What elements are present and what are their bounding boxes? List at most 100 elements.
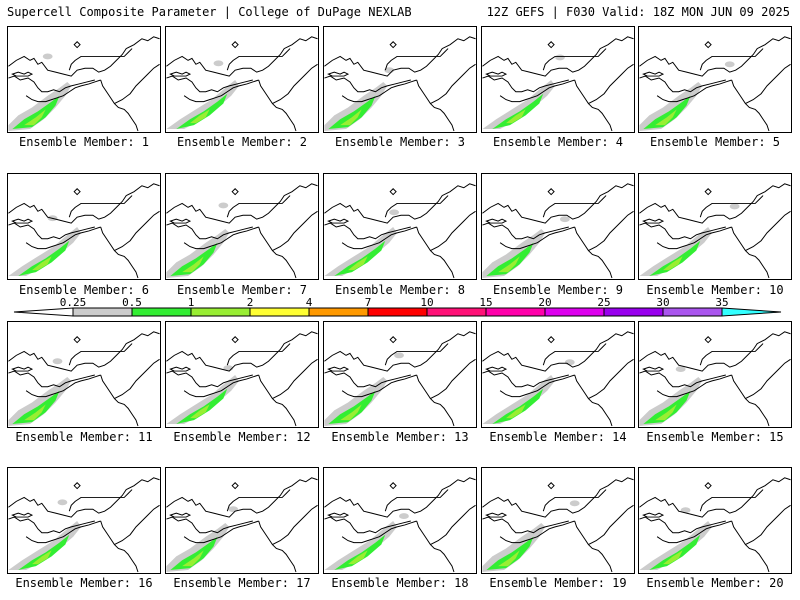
scp-shading (505, 404, 526, 419)
coastline-border (183, 520, 259, 544)
coastline-border (226, 343, 291, 366)
ensemble-map (8, 331, 160, 427)
ensemble-member-label: Ensemble Member: 5 (649, 135, 781, 149)
coastline-border (166, 75, 253, 93)
coastline-border (11, 512, 34, 518)
coastline-border (699, 489, 764, 512)
scp-shading (8, 520, 82, 571)
ensemble-map (324, 477, 476, 573)
coastline-border (430, 358, 476, 399)
scp-shading (639, 81, 703, 132)
ensemble-member-label: Ensemble Member: 16 (15, 576, 153, 590)
coastline-border (324, 516, 411, 534)
coastline-border (324, 370, 411, 388)
ensemble-map-panel (638, 26, 792, 133)
ensemble-map (639, 183, 791, 279)
coastline-border (100, 79, 139, 132)
coastline-border (324, 183, 476, 224)
page-title: Supercell Composite Parameter | College … (7, 5, 412, 19)
coastline-border (482, 516, 569, 534)
coastline-border (25, 520, 101, 544)
coastline-border (25, 374, 101, 398)
coastline-border (482, 36, 634, 77)
coastline-border (642, 71, 665, 77)
ensemble-member-label: Ensemble Member: 14 (489, 430, 627, 444)
ensemble-map-panel (638, 321, 792, 428)
legend-threshold-label: 0.5 (122, 296, 142, 309)
legend-swatch (544, 307, 605, 317)
scp-shading (675, 366, 686, 373)
coastline-border (169, 366, 192, 372)
coastline-border (25, 226, 101, 250)
ensemble-map-panel (481, 467, 635, 574)
coastline-border (258, 520, 297, 573)
lake-marker-icon (704, 336, 712, 344)
ensemble-map (639, 477, 791, 573)
ensemble-map-panel (481, 321, 635, 428)
scp-shading (482, 374, 556, 425)
scp-shading (394, 352, 404, 359)
coastline-border (499, 226, 575, 250)
ensemble-member-label: Ensemble Member: 18 (331, 576, 469, 590)
coastline-border (169, 71, 192, 77)
scp-shading (505, 109, 526, 124)
ensemble-map-panel (323, 173, 477, 280)
coastline-border (183, 374, 259, 398)
scp-shading (662, 256, 683, 271)
coastline-border (114, 358, 160, 399)
lake-marker-icon (73, 336, 81, 344)
coastline-border (327, 218, 350, 224)
coastline-border (482, 222, 569, 240)
legend-swatch (603, 307, 664, 317)
coastline-border (656, 520, 732, 544)
scp-shading (176, 93, 228, 130)
coastline-border (384, 343, 449, 366)
scp-shading (482, 79, 556, 130)
legend-swatch (131, 307, 192, 317)
scp-shading (31, 256, 52, 271)
scp-shading (213, 60, 224, 67)
coastline-border (542, 48, 607, 71)
coastline-border (588, 358, 634, 399)
lake-marker-icon (547, 188, 555, 196)
ensemble-member-label: Ensemble Member: 12 (173, 430, 311, 444)
coastline-border (183, 226, 259, 250)
coastline-border (183, 79, 259, 103)
lake-marker-icon (704, 482, 712, 490)
coastline-border (68, 48, 133, 71)
coastline-border (258, 374, 297, 427)
legend-threshold-label: 2 (247, 296, 254, 309)
scp-shading (8, 81, 72, 132)
ensemble-member-label: Ensemble Member: 8 (334, 283, 466, 297)
legend-swatch (249, 307, 310, 317)
scp-shading (482, 228, 546, 279)
legend-swatch (721, 307, 782, 317)
ensemble-map-panel (638, 173, 792, 280)
scp-shading (189, 109, 210, 124)
coastline-border (499, 79, 575, 103)
coastline-border (324, 36, 476, 77)
lake-marker-icon (389, 482, 397, 490)
coastline-border (166, 183, 318, 224)
coastline-border (588, 63, 634, 104)
scp-shading (559, 216, 570, 223)
scp-shading (328, 95, 376, 130)
ensemble-map (639, 36, 791, 132)
legend-swatch (308, 307, 369, 317)
scp-shading (57, 499, 68, 506)
legend-swatch (367, 307, 428, 317)
coastline-border (272, 504, 318, 545)
scp-shading (324, 376, 388, 427)
scp-shading (334, 240, 386, 277)
coastline-border (166, 36, 318, 77)
ensemble-map (166, 36, 318, 132)
legend-threshold-label: 10 (420, 296, 433, 309)
lake-marker-icon (704, 188, 712, 196)
ensemble-map-panel (7, 321, 161, 428)
coastline-border (482, 370, 569, 388)
coastline-border (482, 477, 634, 518)
ensemble-member-label: Ensemble Member: 15 (646, 430, 784, 444)
coastline-border (8, 183, 160, 224)
coastline-border (639, 75, 726, 93)
lake-marker-icon (389, 188, 397, 196)
